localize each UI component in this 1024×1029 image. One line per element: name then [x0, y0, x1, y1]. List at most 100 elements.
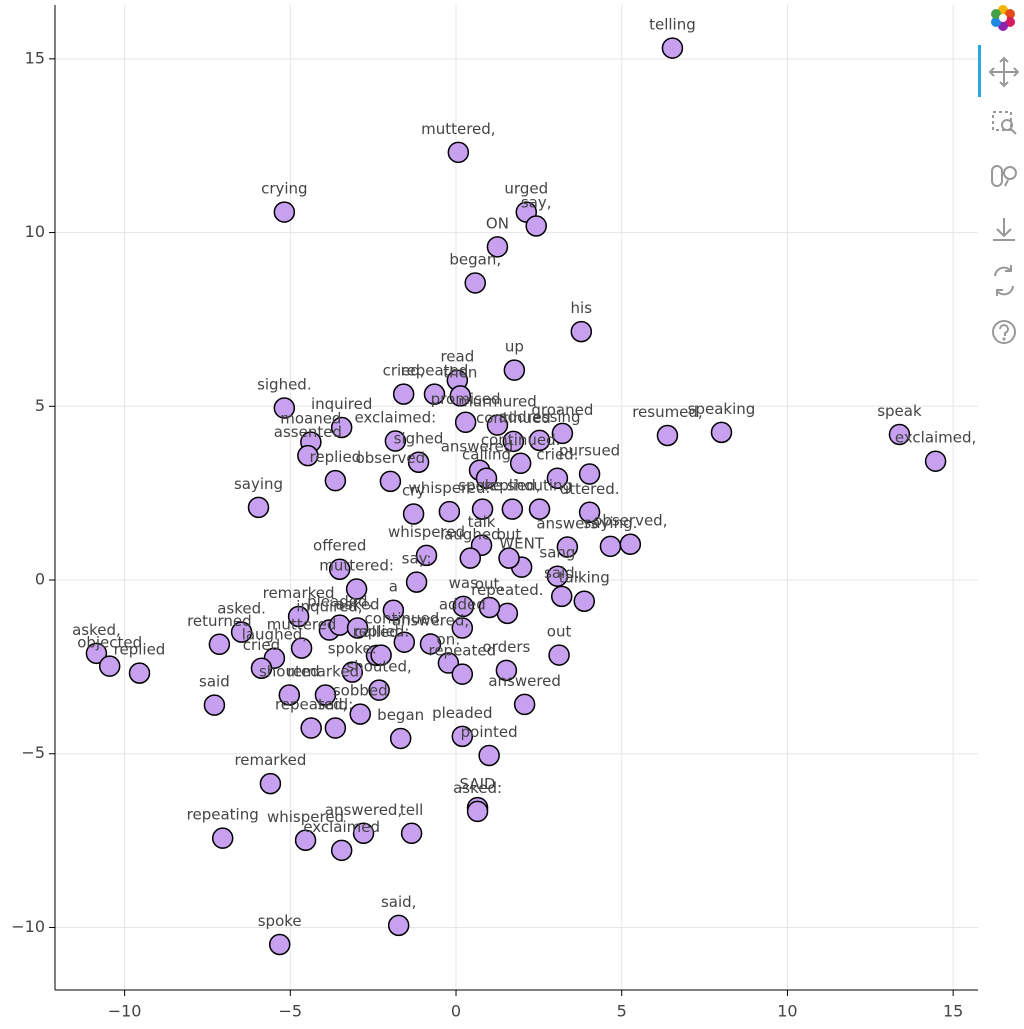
point — [423, 383, 446, 405]
point-label: continued. — [481, 431, 561, 449]
bokeh-logo — [991, 5, 1015, 31]
point — [314, 684, 337, 706]
point — [495, 659, 518, 682]
point — [451, 725, 474, 748]
reset-tool[interactable] — [994, 265, 1014, 296]
point-label: observed — [356, 449, 426, 467]
point — [384, 430, 407, 452]
point-label: telling — [649, 16, 696, 34]
point-label: answered: — [441, 438, 519, 456]
point-label: pleaded, — [307, 593, 372, 611]
active-indicator — [978, 45, 981, 97]
point-label: exclaimed, — [895, 429, 976, 447]
point-label: sighed. — [257, 376, 312, 394]
point-label: shouted — [259, 663, 320, 681]
point — [85, 642, 108, 665]
point-label: repeated. — [471, 581, 543, 599]
point — [451, 617, 474, 639]
point — [459, 547, 482, 569]
point-label: whispered. — [408, 479, 490, 497]
point — [619, 533, 642, 555]
point-label: spoke. — [458, 477, 507, 495]
point-label: spoke: — [328, 640, 377, 658]
point — [454, 411, 477, 434]
toolbar — [978, 5, 1020, 344]
point — [528, 429, 551, 452]
point — [203, 694, 226, 716]
point — [471, 498, 494, 520]
point — [449, 385, 472, 407]
pan-tool[interactable] — [988, 56, 1020, 88]
point — [478, 596, 501, 619]
point — [379, 470, 402, 493]
point — [501, 498, 524, 520]
point-label: continued, — [365, 610, 445, 628]
point — [346, 617, 369, 639]
point-label: returned — [187, 612, 252, 630]
point — [324, 717, 347, 739]
point — [478, 744, 500, 767]
point-label: crying — [261, 180, 308, 198]
point-label: say, — [521, 193, 552, 211]
point-label: answered — [488, 672, 561, 690]
point-label: pleaded — [432, 704, 492, 722]
point-label: exclaimed — [303, 818, 380, 836]
wheel-zoom-tool[interactable] — [991, 165, 1017, 187]
point-label: offered — [313, 537, 366, 555]
point-label: calling — [462, 446, 511, 464]
point — [128, 662, 151, 684]
point-label: repeated — [401, 362, 469, 380]
point-label: read — [440, 348, 474, 366]
help-tool[interactable] — [992, 320, 1016, 344]
point-label: said: — [318, 696, 354, 714]
point-label: asked: — [453, 779, 502, 797]
point-label: exclaimed: — [354, 409, 436, 427]
point — [405, 571, 428, 593]
point — [415, 544, 438, 567]
point — [341, 661, 364, 683]
point-label: out — [547, 623, 572, 641]
point-label: spoke — [258, 912, 302, 930]
plot-area: −10 −5 0 5 10 15 −10 −5 0 5 10 15 telling muttered, cr… — [11, 5, 978, 1021]
save-tool[interactable] — [993, 218, 1015, 241]
point — [486, 414, 509, 436]
point — [330, 839, 353, 862]
point-label: cried, — [383, 362, 425, 380]
point — [486, 236, 509, 258]
point-label: muttered — [267, 616, 337, 634]
point — [496, 602, 519, 625]
point-label: asked — [336, 595, 380, 613]
point — [330, 416, 353, 439]
point-label: replied — [114, 641, 166, 659]
box-zoom-tool[interactable] — [992, 111, 1017, 135]
point-label: whispered — [388, 523, 465, 541]
point-label: asked. — [217, 600, 266, 618]
point-label: out, — [475, 575, 504, 593]
point-label: sobbed — [333, 682, 388, 700]
point-label: continued — [476, 409, 551, 427]
point — [498, 547, 520, 569]
point — [273, 201, 296, 223]
point — [551, 422, 574, 445]
point — [402, 503, 425, 525]
point-label: saying. — [584, 514, 638, 532]
point — [509, 452, 532, 475]
point-label: objected — [77, 634, 142, 652]
point — [328, 558, 351, 580]
point — [370, 644, 392, 666]
point — [250, 657, 273, 680]
point-label: cry — [402, 482, 425, 500]
point — [387, 914, 410, 937]
point-label: remarked, — [287, 663, 364, 681]
point — [297, 444, 319, 467]
y-tick-label: 15 — [25, 48, 45, 67]
point-label: answered, — [392, 611, 469, 629]
point — [259, 772, 282, 795]
point-label: shouted, — [346, 658, 411, 676]
point-label: promised — [431, 390, 501, 408]
point — [437, 652, 460, 674]
point-label: tell — [400, 801, 423, 819]
point — [599, 535, 622, 558]
point — [419, 633, 442, 655]
